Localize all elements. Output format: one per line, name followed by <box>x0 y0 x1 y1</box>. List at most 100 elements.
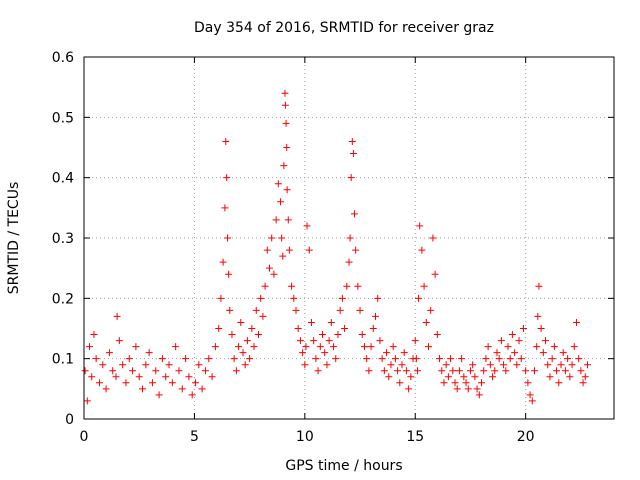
data-point <box>343 282 351 290</box>
data-point <box>109 367 117 375</box>
data-point <box>135 373 143 381</box>
data-point <box>302 343 310 351</box>
data-point <box>542 337 550 345</box>
data-point <box>305 246 313 254</box>
data-point <box>175 367 183 375</box>
data-point <box>577 367 585 375</box>
data-point <box>422 318 430 326</box>
data-point <box>279 252 287 260</box>
data-point <box>544 361 552 369</box>
data-point <box>230 355 238 363</box>
data-point <box>504 343 512 351</box>
data-point <box>557 361 565 369</box>
data-point <box>310 337 318 345</box>
data-point <box>398 361 406 369</box>
data-point <box>572 318 580 326</box>
data-point <box>221 204 229 212</box>
data-point <box>418 246 426 254</box>
data-point <box>383 349 391 357</box>
data-point <box>182 355 190 363</box>
data-point <box>378 355 386 363</box>
y-tick-label: 0.3 <box>52 231 74 247</box>
data-point <box>225 270 233 278</box>
data-point <box>579 379 587 387</box>
data-point <box>369 325 377 332</box>
data-point <box>455 367 463 375</box>
data-point <box>88 373 96 381</box>
data-point <box>259 312 267 320</box>
data-point <box>394 367 402 375</box>
data-point <box>215 325 223 332</box>
y-axis-label: SRMTID / TECUs <box>6 182 22 295</box>
data-point <box>473 385 481 393</box>
data-point <box>413 367 421 375</box>
data-point <box>531 367 538 375</box>
data-point <box>363 355 371 363</box>
data-point <box>185 373 193 381</box>
data-point <box>513 361 521 369</box>
data-point <box>201 367 209 375</box>
data-point <box>546 373 554 381</box>
data-point <box>330 343 338 351</box>
data-point <box>158 355 166 363</box>
data-point <box>299 349 307 357</box>
data-point <box>148 379 156 387</box>
data-point <box>568 361 576 369</box>
data-point <box>338 294 346 302</box>
data-point <box>425 343 432 351</box>
data-point <box>433 331 441 339</box>
data-point <box>561 367 569 375</box>
data-point <box>341 325 349 332</box>
axis-ticks <box>83 56 614 420</box>
data-point <box>165 361 173 369</box>
data-point <box>489 373 497 381</box>
data-point <box>312 355 320 363</box>
data-point <box>348 137 356 145</box>
data-point <box>282 119 290 127</box>
data-point <box>283 144 291 151</box>
data-point <box>555 379 563 387</box>
data-point <box>387 361 395 369</box>
data-point <box>517 355 525 363</box>
data-point <box>266 264 273 272</box>
data-point <box>319 331 326 339</box>
data-point <box>372 312 379 320</box>
data-point <box>389 343 397 351</box>
data-point <box>500 361 508 369</box>
data-point <box>352 246 360 254</box>
data-point <box>232 367 240 375</box>
data-point <box>152 367 160 375</box>
data-point <box>250 343 258 351</box>
data-point <box>466 367 474 375</box>
data-point <box>493 349 501 357</box>
data-point <box>553 367 561 375</box>
x-tick-label: 5 <box>190 429 199 445</box>
x-tick-label: 15 <box>406 429 424 445</box>
data-point <box>205 355 213 363</box>
data-point <box>436 355 444 363</box>
data-point <box>226 306 234 314</box>
data-point <box>506 355 514 363</box>
data-point <box>480 367 488 375</box>
data-point <box>95 379 103 387</box>
data-point <box>347 174 355 182</box>
data-point <box>400 349 408 357</box>
data-point <box>211 343 219 351</box>
data-point <box>358 331 366 339</box>
data-point <box>243 337 251 345</box>
data-point <box>482 355 490 363</box>
data-point <box>438 367 446 375</box>
data-point <box>81 367 89 375</box>
data-point <box>162 373 170 381</box>
data-point <box>132 343 140 351</box>
data-point <box>411 337 419 345</box>
data-point <box>277 198 285 206</box>
data-point <box>412 355 420 363</box>
y-tick-label: 0.4 <box>52 171 74 187</box>
data-point <box>440 379 448 387</box>
tick-labels: 0 5 10 15 20 0 0.1 0.2 0.3 0.4 0.5 0.6 <box>52 50 535 445</box>
data-point <box>336 306 344 314</box>
data-point <box>86 343 94 351</box>
data-point <box>178 385 186 393</box>
data-point <box>188 391 196 399</box>
